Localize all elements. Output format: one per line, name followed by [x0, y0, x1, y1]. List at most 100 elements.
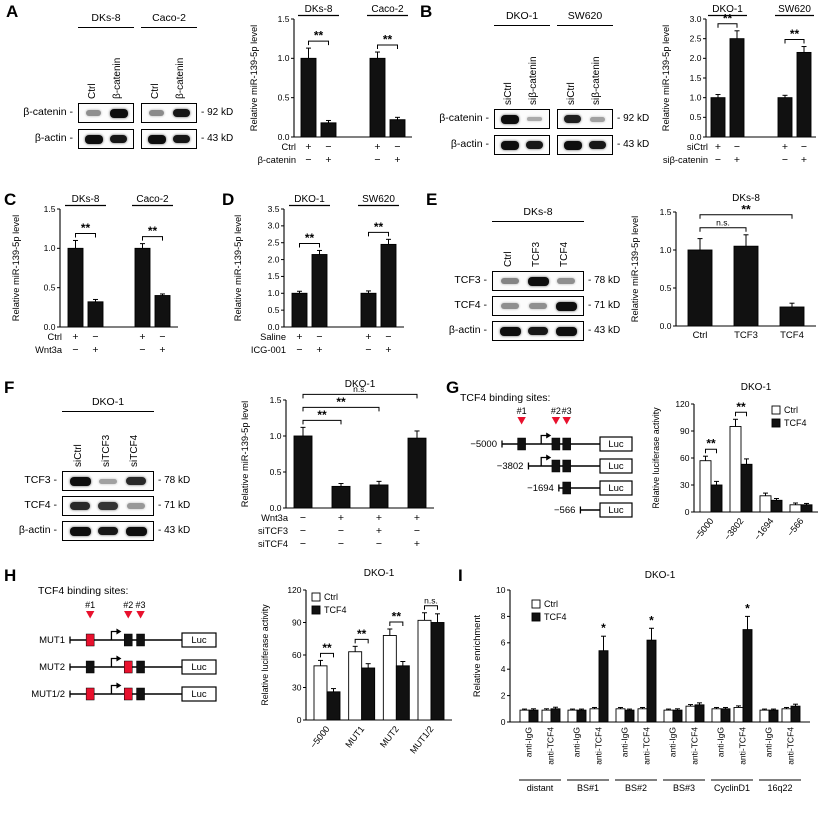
- condition-label: Wnt3a: [35, 345, 63, 355]
- protein-band: [84, 134, 103, 144]
- kd-label: - 92 kD: [201, 107, 234, 118]
- y-tick-label: 2.5: [690, 33, 702, 43]
- luc-box: [181, 659, 217, 675]
- sig-bracket: [377, 44, 398, 50]
- bar: [777, 97, 793, 138]
- sig-label: **: [322, 641, 332, 655]
- kd-label: - 43 kD: [201, 133, 234, 144]
- y-axis-label: Relative miR-139-5p level: [240, 401, 250, 507]
- bar: [382, 635, 397, 721]
- condition-sign: +: [414, 538, 420, 550]
- y-tick-label: 1.5: [278, 14, 290, 24]
- condition-label: Ctrl: [48, 332, 62, 342]
- protein-band: [499, 326, 521, 336]
- y-tick-label: 8: [501, 611, 506, 621]
- sig-bracket: [320, 652, 334, 658]
- bar: [790, 705, 801, 723]
- bar: [768, 709, 779, 723]
- protein-label: β-actin -: [18, 524, 57, 536]
- kd-label: - 43 kD: [588, 325, 621, 336]
- group-title: DKO-1: [712, 4, 743, 15]
- x-tick-label: anti-IgG: [572, 727, 582, 757]
- group-label: BS#2: [625, 783, 647, 793]
- cell-line-header: DKs-8: [78, 12, 134, 28]
- y-tick-label: 1.5: [660, 207, 672, 217]
- protein-band: [69, 526, 91, 536]
- blot-strip: [141, 129, 197, 149]
- bar: [576, 709, 587, 723]
- sig-bracket: [424, 605, 438, 610]
- x-tick-label: anti-IgG: [668, 727, 678, 757]
- kd-label: - 92 kD: [617, 113, 650, 124]
- y-tick-label: 2: [501, 690, 506, 700]
- sig-bracket: [142, 236, 163, 241]
- legend-label: Ctrl: [324, 592, 338, 602]
- bar: [331, 485, 351, 509]
- y-tick-label: 1.0: [278, 53, 290, 63]
- binding-site-triangle: [517, 417, 526, 425]
- binding-site-box: [85, 660, 95, 674]
- bar: [320, 122, 337, 138]
- condition-sign: −: [801, 141, 807, 153]
- bar: [369, 57, 386, 138]
- protein-band: [526, 116, 543, 122]
- construct-label: MUT1/2: [31, 689, 65, 700]
- panel-letter-b: B: [420, 2, 433, 21]
- condition-sign: −: [300, 538, 306, 550]
- bar: [694, 704, 705, 723]
- construct-label: MUT2: [39, 662, 65, 673]
- luc-box: [599, 458, 633, 474]
- kd-label: - 43 kD: [617, 139, 650, 150]
- kd-label: - 71 kD: [588, 300, 621, 311]
- bar: [417, 619, 432, 721]
- panel-letter-i: I: [458, 566, 463, 585]
- luc-label: Luc: [608, 483, 624, 494]
- bar: [313, 665, 328, 721]
- bar: [348, 651, 363, 721]
- bar: [789, 504, 802, 513]
- bar: [800, 504, 813, 513]
- protein-label: TCF4 -: [24, 499, 57, 511]
- protein-band: [527, 326, 549, 336]
- condition-sign: −: [715, 154, 721, 166]
- y-tick-label: 0.5: [44, 282, 56, 292]
- bar-chart-e: 0.0 0.5 1.0 1.5 Relative miR-139-5p level DKs…: [630, 193, 816, 341]
- x-tick-label: anti-IgG: [764, 727, 774, 757]
- condition-sign: +: [734, 154, 740, 166]
- sig-label: **: [314, 29, 324, 43]
- blot-strip: [557, 135, 613, 155]
- protein-band: [172, 108, 191, 118]
- protein-band: [125, 526, 147, 536]
- luc-box: [599, 436, 633, 452]
- x-tick-label: anti-TCF4: [546, 727, 556, 765]
- sig-bracket: [735, 411, 747, 417]
- x-tick-label: anti-TCF4: [642, 727, 652, 765]
- y-tick-label: 30: [292, 682, 302, 692]
- condition-sign: −: [376, 538, 382, 550]
- binding-site-box: [562, 481, 571, 495]
- bar: [528, 709, 539, 723]
- bar: [326, 691, 341, 721]
- y-tick-label: 90: [292, 617, 302, 627]
- x-tick-label: anti-IgG: [716, 727, 726, 757]
- construct-label: −1694: [527, 483, 554, 494]
- lane-label: Ctrl: [86, 83, 98, 99]
- blot-strip: [62, 496, 154, 516]
- protein-band: [563, 114, 582, 124]
- y-tick-label: 1.5: [270, 395, 282, 405]
- y-tick-label: 3.5: [268, 204, 280, 214]
- sig-label: **: [790, 27, 800, 41]
- condition-sign: +: [376, 512, 382, 524]
- condition-label: Saline: [260, 332, 286, 342]
- kd-label: - 43 kD: [158, 525, 191, 536]
- group-title: DKs-8: [305, 4, 333, 15]
- protein-band: [589, 116, 606, 122]
- cell-line-header: Caco-2: [141, 12, 197, 28]
- legend-swatch: [771, 418, 781, 428]
- bar: [598, 650, 609, 723]
- diagram-heading: TCF4 binding sites:: [460, 392, 550, 404]
- x-tick-label: Ctrl: [693, 330, 708, 341]
- tss-arrowhead: [116, 628, 122, 635]
- y-tick-label: 0.5: [690, 112, 702, 122]
- protein-band: [85, 110, 102, 116]
